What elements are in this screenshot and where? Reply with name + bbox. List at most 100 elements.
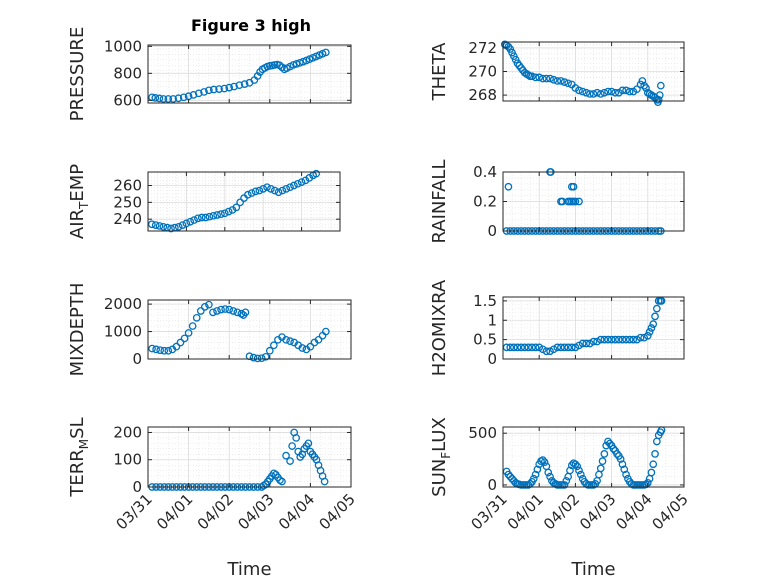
data-point: [600, 88, 609, 97]
data-point: [625, 87, 634, 96]
y-axis-label: MIXDEPTH: [67, 283, 88, 377]
y-tick-label: 0.5: [473, 331, 497, 349]
data-point: [622, 470, 630, 479]
y-tick-label: 0: [132, 478, 142, 496]
data-point: [560, 343, 569, 352]
data-point: [571, 197, 580, 206]
y-axis-label-tail: SL: [67, 417, 88, 438]
data-point: [236, 198, 245, 207]
data-point: [618, 86, 627, 95]
data-point: [221, 305, 229, 313]
data-point: [289, 61, 298, 69]
data-point: [194, 89, 203, 98]
y-axis-label: THETA: [429, 42, 450, 102]
data-point: [614, 335, 623, 344]
data-point: [282, 451, 290, 460]
y-axis-label-subscript: T: [77, 201, 91, 210]
data-point: [263, 183, 271, 192]
data-point: [213, 211, 221, 219]
data-point: [295, 58, 304, 67]
data-point: [571, 460, 580, 469]
subplot-mixdepth: 0 1000 2000 MIXDEPTH: [67, 283, 352, 377]
data-point: [553, 77, 562, 85]
y-tick-label: 0: [132, 350, 142, 368]
data-point: [564, 343, 573, 352]
data-point: [179, 93, 188, 102]
data-point: [251, 187, 260, 196]
subplot-rainfall: 0 0.2 0.4 RAINFALL: [429, 160, 685, 243]
data-point: [321, 327, 330, 336]
y-tick-label: 1.5: [473, 292, 497, 310]
data-point: [167, 224, 175, 233]
data-point: [528, 72, 536, 81]
data-point: [176, 338, 185, 347]
data-point: [589, 90, 598, 98]
data-point: [651, 312, 659, 321]
data-point: [643, 331, 652, 340]
data-point: [575, 466, 583, 475]
y-axis-label: TERRMSL: [67, 417, 91, 497]
data-point: [604, 335, 612, 344]
data-point: [225, 305, 234, 314]
y-tick-label: 0: [487, 350, 497, 368]
y-tick-label: 1000: [104, 323, 142, 341]
data-point: [528, 343, 536, 352]
y-axis-label-main: SUN: [429, 459, 450, 497]
data-point: [151, 221, 160, 229]
subplot-pressure: 600 800 1000 PRESSURE: [67, 27, 352, 121]
data-point: [589, 337, 598, 346]
y-tick-label: 272: [468, 39, 497, 57]
data-point: [220, 209, 229, 218]
data-point: [278, 477, 286, 486]
y-axis-label-subscript: F: [439, 452, 453, 459]
data-point: [531, 470, 540, 479]
data-point: [531, 73, 540, 82]
data-point: [156, 346, 165, 355]
y-axis-label-subscript: M: [77, 439, 91, 449]
data-point: [224, 207, 233, 216]
data-point: [174, 94, 183, 103]
data-point: [312, 169, 321, 178]
data-point: [220, 84, 229, 93]
data-point: [575, 197, 583, 206]
data-point: [566, 466, 574, 475]
data-point: [286, 183, 294, 192]
data-point: [618, 335, 627, 344]
data-point: [604, 87, 612, 96]
axes-frame: [147, 299, 352, 360]
data-point: [225, 83, 234, 92]
data-point: [600, 450, 609, 458]
data-point: [229, 307, 238, 315]
data-point: [241, 308, 250, 317]
data-point: [159, 222, 168, 231]
data-point: [261, 352, 270, 361]
y-tick-label: 800: [113, 64, 142, 82]
data-point: [546, 472, 554, 481]
data-point: [645, 328, 654, 336]
axes-frame: [502, 296, 685, 360]
data-point: [247, 189, 256, 197]
figure-title: Figure 3 high: [191, 16, 311, 35]
data-point: [625, 335, 634, 344]
data-point: [217, 210, 225, 218]
data-point: [544, 468, 553, 477]
data-point: [200, 88, 208, 96]
y-tick-label: 600: [113, 91, 142, 109]
data-point: [616, 455, 625, 463]
data-point: [611, 88, 620, 97]
data-point: [654, 95, 663, 104]
data-point: [243, 190, 252, 199]
data-point: [655, 91, 664, 99]
data-point: [174, 222, 183, 231]
data-point: [180, 334, 189, 343]
y-tick-label: 0: [487, 476, 497, 494]
data-point: [160, 346, 169, 355]
data-point: [213, 307, 221, 315]
axes-frame: [502, 426, 685, 488]
x-axis-label: Time: [570, 559, 615, 580]
y-tick-label: 0.2: [473, 193, 497, 211]
data-point: [613, 450, 621, 458]
axes-frame: [147, 171, 341, 232]
y-axis-label: SUNFLUX: [429, 417, 453, 497]
